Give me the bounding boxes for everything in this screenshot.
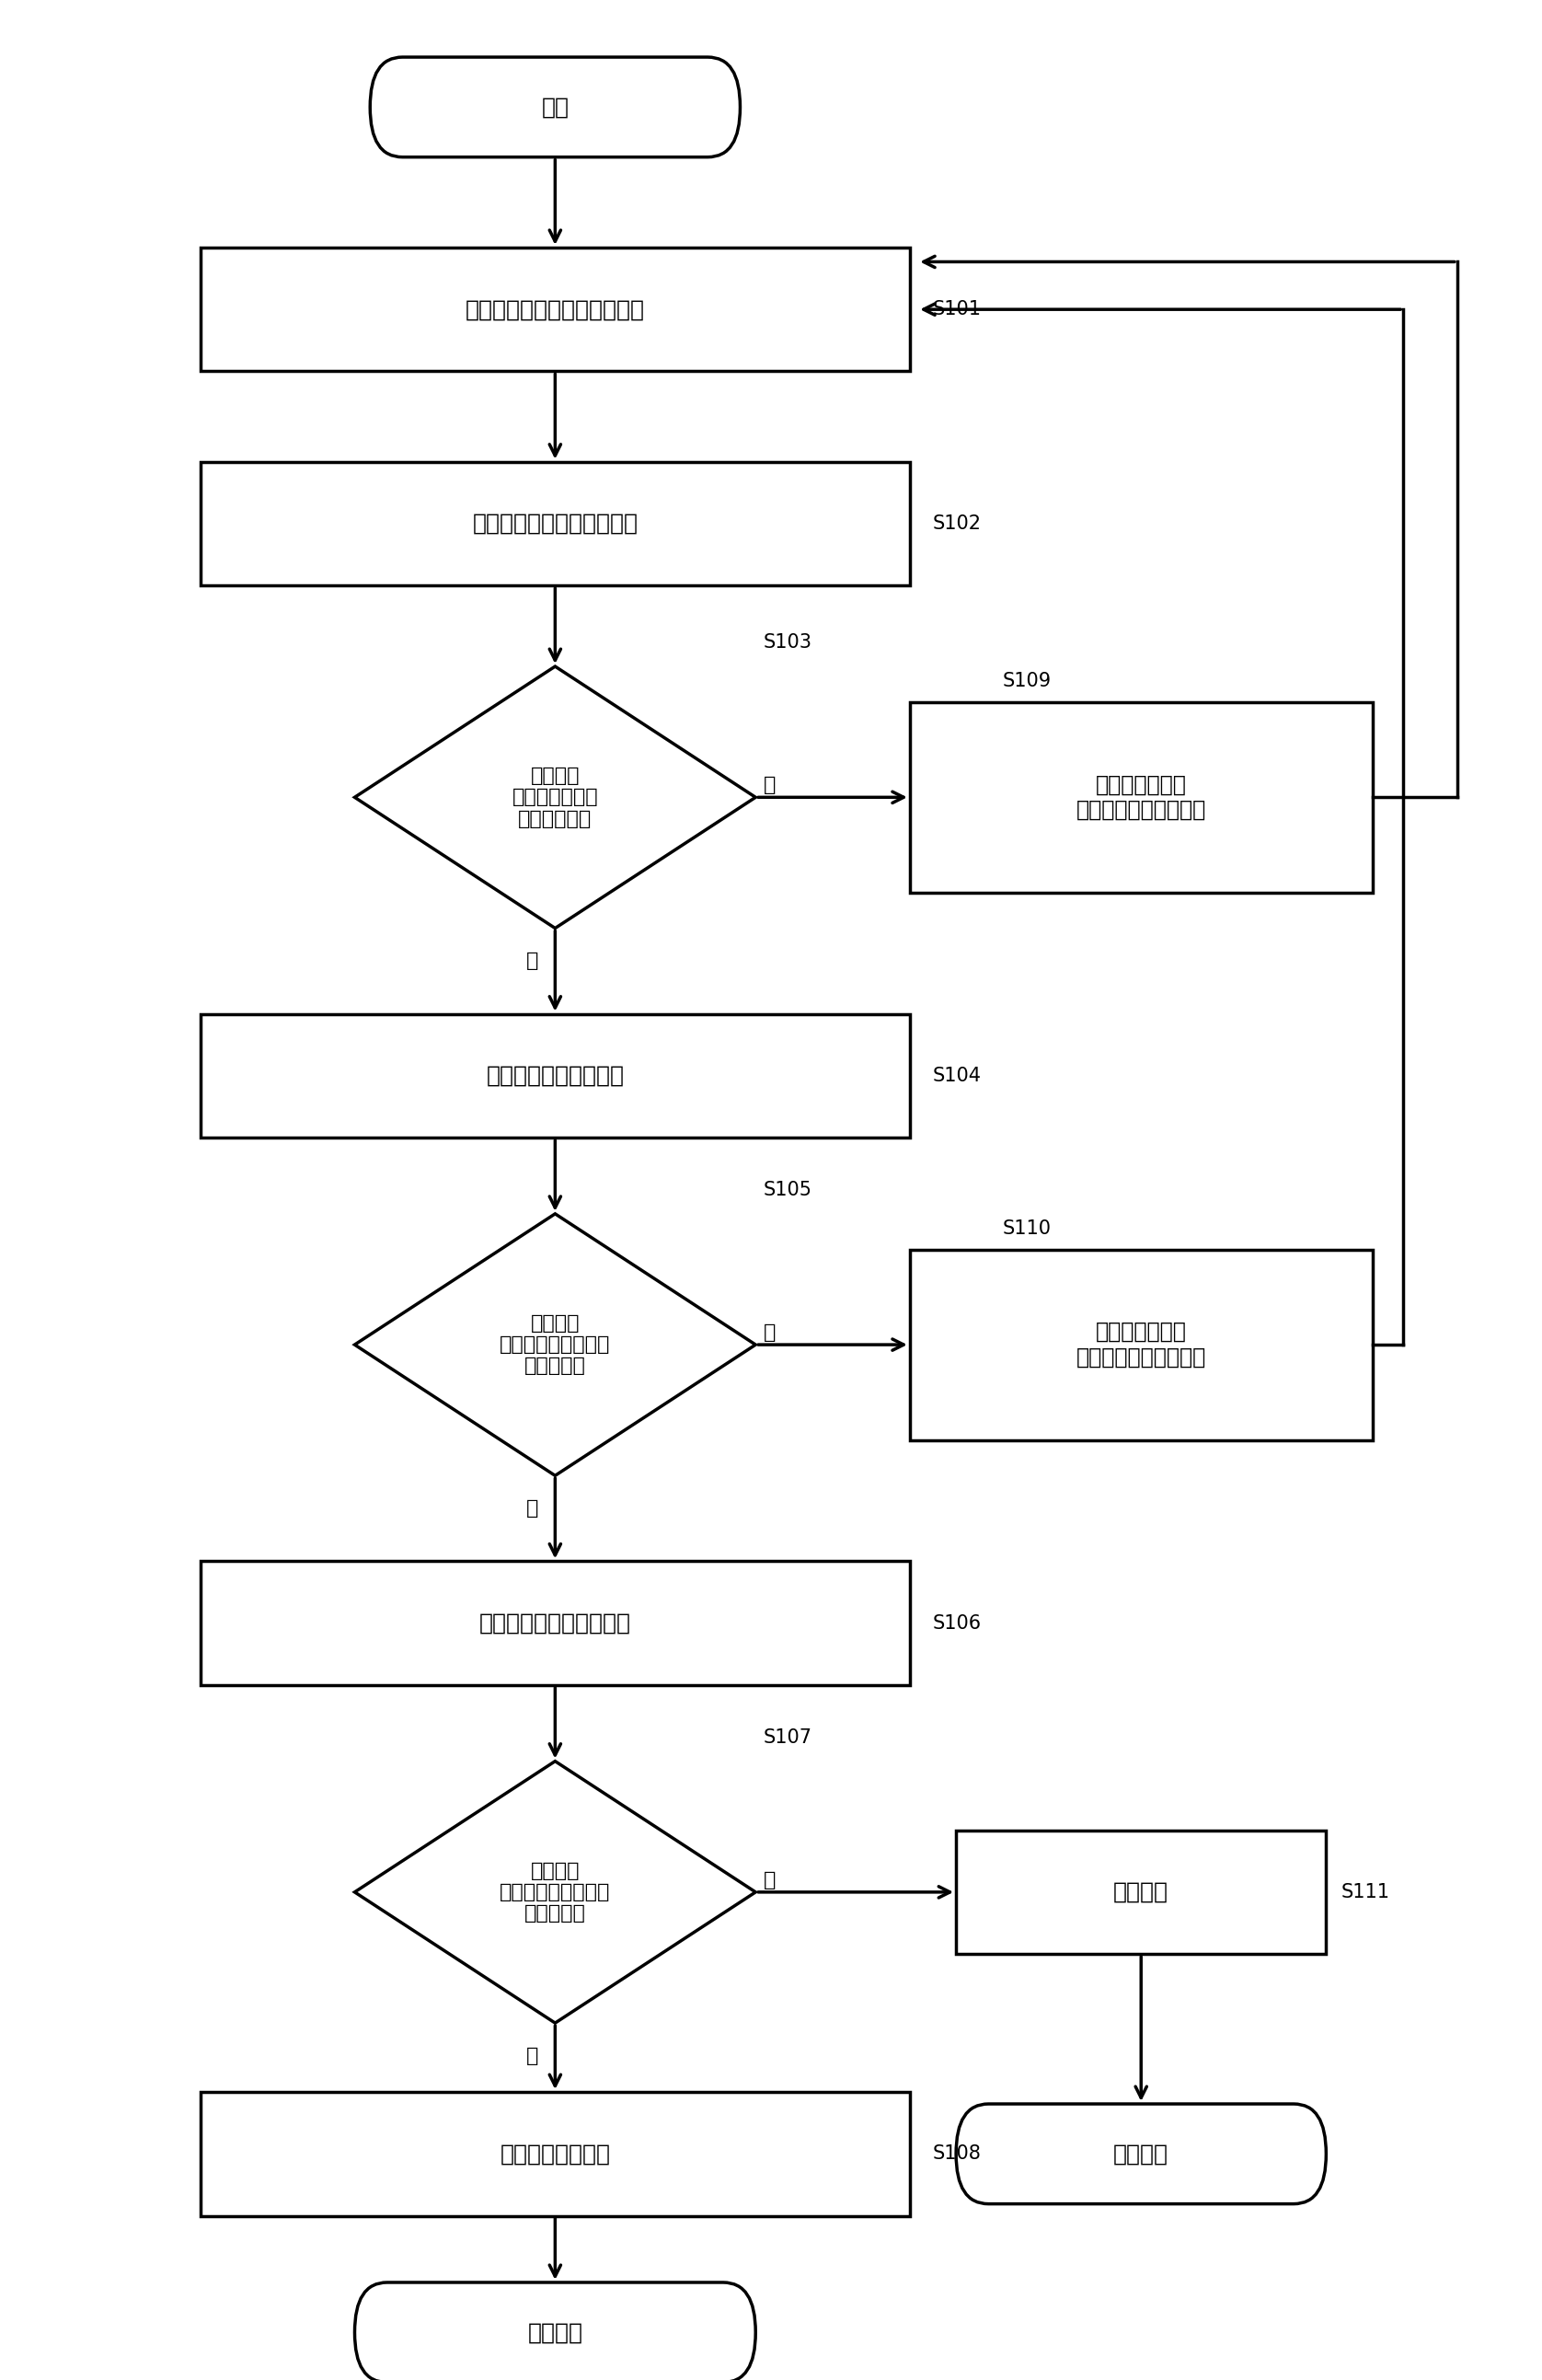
Text: S107: S107	[763, 1728, 813, 1747]
Text: 由旋转变压器检测旋转方向: 由旋转变压器检测旋转方向	[472, 512, 638, 536]
Text: 检测旋转
方向与指令旋转
方向是否一致: 检测旋转 方向与指令旋转 方向是否一致	[512, 766, 598, 828]
Polygon shape	[355, 1214, 756, 1476]
Text: 正常结束: 正常结束	[527, 2320, 583, 2344]
Text: 存储在存储装置中: 存储在存储装置中	[500, 2142, 611, 2166]
Polygon shape	[355, 1761, 756, 2023]
FancyBboxPatch shape	[355, 2282, 756, 2380]
Text: 检测旋转变压器的轴倍数: 检测旋转变压器的轴倍数	[480, 1611, 631, 1635]
Text: 实际旋转
方向与指令旋转方向
是否一致？: 实际旋转 方向与指令旋转方向 是否一致？	[500, 1314, 611, 1376]
FancyBboxPatch shape	[200, 462, 910, 585]
Text: 电压相序变更或
旋转变压器输出线变更: 电压相序变更或 旋转变压器输出线变更	[1076, 774, 1206, 821]
FancyBboxPatch shape	[370, 57, 740, 157]
Text: 警报输出: 警报输出	[1113, 1880, 1169, 1904]
Text: S104: S104	[933, 1066, 982, 1085]
FancyBboxPatch shape	[200, 2092, 910, 2216]
FancyBboxPatch shape	[910, 1250, 1372, 1440]
FancyBboxPatch shape	[956, 1830, 1326, 1954]
Text: 输入运转指令（正转、反转）: 输入运转指令（正转、反转）	[466, 298, 645, 321]
Text: 电压相序变更和
旋转变压器输出线变更: 电压相序变更和 旋转变压器输出线变更	[1076, 1321, 1206, 1368]
Text: S103: S103	[763, 633, 813, 652]
Text: 否: 否	[763, 776, 776, 795]
Polygon shape	[355, 666, 756, 928]
Text: S108: S108	[933, 2144, 982, 2163]
FancyBboxPatch shape	[910, 702, 1372, 892]
Text: 是: 是	[526, 1499, 538, 1518]
Text: S105: S105	[763, 1180, 813, 1200]
FancyBboxPatch shape	[200, 248, 910, 371]
Text: 轴倍数与
交流电动机的磁极数
是否匹配？: 轴倍数与 交流电动机的磁极数 是否匹配？	[500, 1861, 611, 1923]
Text: S102: S102	[933, 514, 982, 533]
FancyBboxPatch shape	[956, 2104, 1326, 2204]
Text: S111: S111	[1342, 1883, 1391, 1902]
FancyBboxPatch shape	[200, 1561, 910, 1685]
Text: 是: 是	[526, 952, 538, 971]
Text: 否: 否	[763, 1871, 776, 1890]
Text: S110: S110	[1002, 1219, 1052, 1238]
Text: 异常结束: 异常结束	[1113, 2142, 1169, 2166]
Text: 开始: 开始	[541, 95, 569, 119]
FancyBboxPatch shape	[200, 1014, 910, 1138]
Text: S101: S101	[933, 300, 982, 319]
Text: 等待输入实际旋转方向: 等待输入实际旋转方向	[486, 1064, 625, 1088]
Text: S106: S106	[933, 1614, 982, 1633]
Text: S109: S109	[1002, 671, 1052, 690]
Text: 是: 是	[526, 2047, 538, 2066]
Text: 否: 否	[763, 1323, 776, 1342]
